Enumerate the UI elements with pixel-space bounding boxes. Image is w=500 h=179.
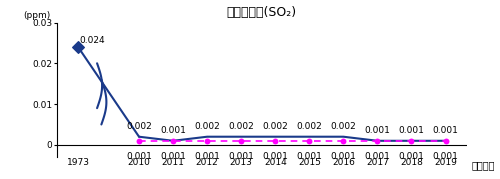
Text: 0.002: 0.002 [330, 122, 356, 131]
Text: 0.002: 0.002 [194, 122, 220, 131]
Point [237, 139, 245, 142]
Point [408, 139, 416, 142]
Point [74, 45, 82, 48]
Text: 0.001: 0.001 [330, 152, 356, 161]
Point [306, 139, 314, 142]
Text: 0.001: 0.001 [296, 152, 322, 161]
Text: 0.002: 0.002 [296, 122, 322, 131]
Point [442, 139, 450, 142]
Point [203, 139, 211, 142]
Text: 0.001: 0.001 [432, 127, 458, 136]
Text: 0.001: 0.001 [364, 127, 390, 136]
Text: 0.001: 0.001 [194, 152, 220, 161]
Text: 0.001: 0.001 [398, 152, 424, 161]
Text: 0.024: 0.024 [80, 36, 106, 45]
Text: 0.001: 0.001 [160, 152, 186, 161]
Text: 0.002: 0.002 [262, 122, 288, 131]
Text: 0.001: 0.001 [262, 152, 288, 161]
Text: （年度）: （年度） [471, 160, 494, 170]
Text: 0.001: 0.001 [432, 152, 458, 161]
Text: 0.002: 0.002 [228, 122, 254, 131]
Text: 0.001: 0.001 [228, 152, 254, 161]
Point [272, 139, 280, 142]
Point [169, 139, 177, 142]
Point [340, 139, 347, 142]
Text: 0.001: 0.001 [126, 152, 152, 161]
Text: 0.002: 0.002 [126, 122, 152, 131]
Title: 二酸化硫黄(SO₂): 二酸化硫黄(SO₂) [227, 6, 297, 19]
Text: (ppm): (ppm) [24, 11, 51, 20]
Text: 0.001: 0.001 [364, 152, 390, 161]
Point [374, 139, 382, 142]
Point [135, 139, 143, 142]
Text: 0.001: 0.001 [398, 127, 424, 136]
Text: 0.001: 0.001 [160, 127, 186, 136]
